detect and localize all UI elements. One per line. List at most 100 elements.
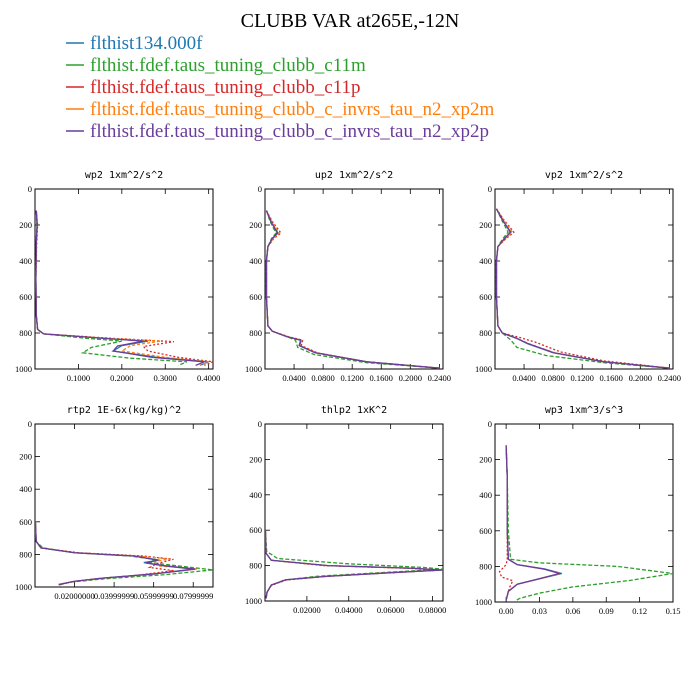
x-tick-label: 0.0400 — [512, 373, 535, 383]
y-tick-label: 200 — [19, 220, 32, 230]
x-tick-label: 0.06 — [565, 606, 580, 616]
panel-6: wp3 1xm^3/s^3 0 200 400 600 800 1000 0.00 0.03 0.… — [475, 405, 680, 616]
y-tick-label: 0 — [258, 184, 262, 194]
y-tick-label: 800 — [19, 549, 32, 559]
x-tick-label: 0.03 — [532, 606, 547, 616]
series-line-3 — [498, 445, 514, 601]
x-tick-label: 0.02000000 — [54, 591, 94, 601]
panel-title: thlp2 1xK^2 — [321, 405, 387, 416]
y-tick-label: 600 — [479, 526, 492, 536]
series-line-1 — [505, 445, 562, 601]
legend-item: flthist134.000f — [66, 33, 203, 54]
panel-3: vp2 1xm^2/s^2 0 200 400 600 800 1000 0.0400 0.08… — [475, 170, 681, 383]
panel-title: wp2 1xm^2/s^2 — [85, 170, 163, 181]
series-line-4 — [35, 521, 198, 586]
panel-2: up2 1xm^2/s^2 0 200 400 600 800 1000 0.0400 0.08… — [245, 170, 451, 383]
series-line-3 — [495, 208, 670, 369]
series-line-4 — [505, 445, 564, 601]
panel-5: thlp2 1xK^2 0 200 400 600 800 1000 0.02000 0.040… — [245, 405, 446, 615]
y-tick-label: 0 — [488, 419, 492, 429]
panel-title: wp3 1xm^3/s^3 — [545, 405, 623, 416]
x-tick-label: 0.06000 — [377, 605, 405, 615]
plot-frame — [264, 423, 444, 602]
y-tick-label: 600 — [249, 292, 262, 302]
plot-frame — [34, 423, 214, 588]
y-tick-label: 400 — [19, 256, 32, 266]
y-tick-label: 200 — [249, 220, 262, 230]
x-tick-label: 0.0800 — [311, 373, 334, 383]
plot-frame — [264, 188, 444, 370]
series-line-1 — [265, 210, 440, 369]
legend: flthist134.000fflthist.fdef.taus_tuning_… — [66, 33, 494, 142]
y-tick-label: 1000 — [15, 364, 32, 374]
y-tick-label: 400 — [19, 484, 32, 494]
series-line-4 — [35, 210, 209, 367]
series-line-1 — [495, 208, 670, 369]
panel-title: rtp2 1E-6x(kg/kg)^2 — [67, 405, 181, 416]
x-tick-label: 0.02000 — [293, 605, 321, 615]
x-tick-label: 0.09 — [599, 606, 614, 616]
y-tick-label: 600 — [479, 292, 492, 302]
x-tick-label: 0.4000 — [197, 373, 220, 383]
legend-item: flthist.fdef.taus_tuning_clubb_c_invrs_t… — [66, 121, 489, 142]
y-tick-label: 800 — [249, 328, 262, 338]
y-tick-label: 400 — [479, 256, 492, 266]
x-tick-label: 0.0800 — [541, 373, 564, 383]
series-line-5 — [35, 210, 205, 367]
y-tick-label: 800 — [479, 328, 492, 338]
legend-label: flthist.fdef.taus_tuning_clubb_c11m — [90, 55, 366, 76]
series-line-1 — [35, 210, 209, 367]
y-tick-label: 1000 — [15, 582, 32, 592]
x-tick-label: 0.2000 — [399, 373, 422, 383]
y-tick-label: 0 — [258, 419, 262, 429]
y-tick-label: 1000 — [475, 597, 492, 607]
y-tick-label: 800 — [19, 328, 32, 338]
x-tick-label: 0.3000 — [154, 373, 177, 383]
y-tick-label: 0 — [28, 419, 32, 429]
series-line-3 — [35, 521, 174, 586]
x-tick-label: 0.2400 — [658, 373, 681, 383]
x-tick-label: 0.1000 — [67, 373, 90, 383]
plot-frame — [494, 188, 674, 370]
y-tick-label: 1000 — [245, 364, 262, 374]
y-tick-label: 600 — [19, 517, 32, 527]
y-tick-label: 200 — [249, 454, 262, 464]
y-tick-label: 200 — [19, 452, 32, 462]
x-tick-label: 0.2000 — [629, 373, 652, 383]
y-tick-label: 1000 — [475, 364, 492, 374]
y-tick-label: 400 — [249, 490, 262, 500]
plot-frame — [494, 423, 674, 603]
x-tick-label: 0.2400 — [428, 373, 451, 383]
x-tick-label: 0.04000 — [335, 605, 363, 615]
figure-title: CLUBB VAR at265E,-12N — [241, 10, 460, 32]
series-line-2 — [505, 445, 673, 602]
y-tick-label: 400 — [479, 490, 492, 500]
series-line-2 — [35, 210, 188, 367]
x-tick-label: 0.15 — [666, 606, 681, 616]
y-tick-label: 0 — [28, 184, 32, 194]
series-line-4 — [265, 210, 440, 369]
series-line-5 — [265, 530, 443, 599]
series-line-3 — [35, 210, 213, 367]
x-tick-label: 0.1200 — [570, 373, 593, 383]
plot-frame — [34, 188, 214, 370]
legend-item: flthist.fdef.taus_tuning_clubb_c_invrs_t… — [66, 99, 494, 120]
legend-label: flthist.fdef.taus_tuning_clubb_c_invrs_t… — [90, 121, 489, 142]
series-line-2 — [265, 210, 440, 369]
x-tick-label: 0.1200 — [340, 373, 363, 383]
x-tick-label: 0.00 — [499, 606, 514, 616]
y-tick-label: 600 — [19, 292, 32, 302]
x-tick-label: 0.1600 — [600, 373, 623, 383]
y-tick-label: 800 — [479, 561, 492, 571]
y-tick-label: 600 — [249, 525, 262, 535]
series-line-5 — [265, 210, 440, 369]
x-tick-label: 0.03999999 — [94, 591, 134, 601]
series-line-2 — [495, 208, 670, 369]
series-line-5 — [495, 208, 670, 369]
panels: wp2 1xm^2/s^2 0 200 400 600 800 1000 0.1000 0.20… — [15, 170, 681, 616]
panel-4: rtp2 1E-6x(kg/kg)^2 0 200 400 600 800 1000 0.02… — [15, 405, 214, 601]
x-tick-label: 0.0400 — [282, 373, 305, 383]
legend-item: flthist.fdef.taus_tuning_clubb_c11m — [66, 55, 366, 76]
series-line-3 — [265, 210, 440, 369]
